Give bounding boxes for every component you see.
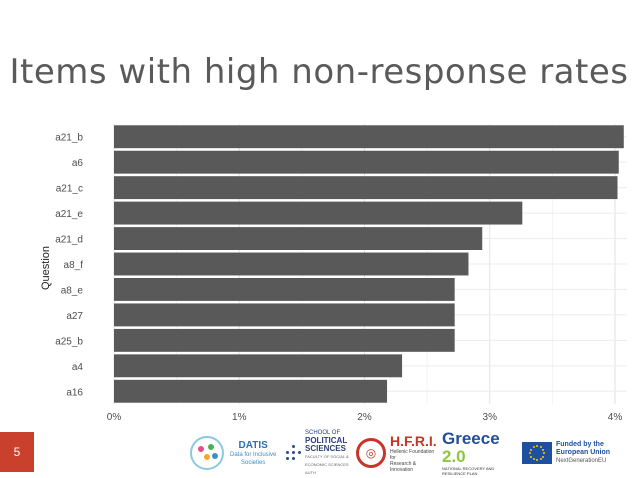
eu-star-icon [543, 452, 545, 454]
x-tick-label: 3% [483, 412, 498, 423]
bar-a4 [114, 354, 403, 378]
eu-star-icon [539, 458, 542, 461]
y-tick-label: a8_e [61, 285, 84, 296]
school-line-4: FACULTY OF SOCIAL & [305, 454, 349, 459]
greece-2-0-logo: Greece 2.0 NATIONAL RECOVERY AND RESILIE… [442, 429, 518, 477]
eu-star-icon [536, 445, 538, 447]
greece-name: Greece [442, 429, 500, 448]
hfri-emblem-icon: ◎ [356, 438, 386, 468]
school-line-1: SCHOOL OF [305, 430, 341, 436]
eu-star-icon [536, 459, 538, 461]
hfri-line-1: Hellenic Foundation for [390, 448, 435, 461]
bar-a25_b [114, 328, 455, 352]
datis-name: DATIS [238, 439, 268, 451]
slide-title: Items with high non-response rates [9, 52, 629, 92]
sponsor-logos: DATIS Data for Inclusive Societies SCHOO… [190, 429, 630, 477]
y-tick-label: a21_b [55, 133, 83, 144]
eu-line-1: Funded by the [556, 441, 604, 448]
bar-a6 [114, 150, 619, 174]
y-tick-label: a16 [66, 387, 83, 398]
eu-line-2: European Union [556, 449, 611, 456]
y-tick-label: a25_b [55, 336, 83, 347]
x-tick-label: 1% [232, 412, 247, 423]
datis-tagline-1: Data for Inclusive [230, 451, 277, 458]
school-line-2: POLITICAL [305, 436, 348, 445]
eu-flag-icon [522, 442, 552, 464]
greece-version: 2.0 [442, 447, 466, 466]
hfri-name: H.F.R.I. [390, 432, 437, 449]
x-tick-label: 2% [357, 412, 372, 423]
eu-star-icon [529, 448, 532, 451]
bar-a21_d [114, 227, 483, 250]
y-tick-label: a27 [66, 311, 83, 322]
eu-star-icon [529, 455, 532, 458]
eu-star-icon [532, 458, 535, 461]
eu-star-icon [532, 445, 535, 448]
school-line-5: ECONOMIC SCIENCES AUTH [305, 462, 349, 475]
bar-a8_f [114, 252, 469, 276]
y-tick-label: a8_f [64, 260, 84, 271]
x-tick-labels: 0% 1% 2% 3% 4% [107, 412, 623, 423]
bar-a8_e [114, 278, 455, 301]
school-logo: SCHOOL OF POLITICAL SCIENCES FACULTY OF … [286, 430, 350, 475]
datis-emblem-icon [190, 436, 224, 470]
eu-star-icon [542, 455, 545, 458]
greece-subtitle: NATIONAL RECOVERY AND RESILIENCE PLAN [442, 466, 495, 476]
bar-a16 [114, 379, 388, 403]
bar-a21_b [114, 125, 624, 149]
eu-star-icon [542, 448, 545, 451]
school-line-3: SCIENCES [305, 444, 346, 453]
bar-a21_c [114, 176, 618, 200]
datis-logo: DATIS Data for Inclusive Societies [190, 432, 285, 474]
y-tick-label: a21_c [56, 184, 83, 195]
bar-a27 [114, 303, 455, 327]
y-tick-label: a6 [72, 158, 84, 169]
y-tick-label: a21_d [55, 235, 83, 246]
eu-funding-logo: Funded by the European Union NextGenerat… [522, 432, 630, 474]
y-tick-labels: a21_b a6 a21_c a21_e a21_d a8_f a8_e a27 a25_b a4… [55, 133, 83, 399]
x-tick-label: 4% [608, 412, 623, 423]
y-tick-label: a21_e [55, 209, 83, 220]
bar-a21_e [114, 201, 523, 225]
y-tick-label: a4 [72, 362, 84, 373]
bar-chart: a21_b a6 a21_c a21_e a21_d a8_f a8_e a27 a25_b a4… [40, 124, 627, 423]
eu-star-icon [529, 452, 531, 454]
hfri-logo: ◎ H.F.R.I. Hellenic Foundation for Resea… [356, 432, 440, 474]
bars [114, 125, 624, 403]
slide-number: 5 [0, 432, 34, 472]
school-dots-icon [286, 445, 302, 461]
y-axis-title: Question [40, 246, 52, 290]
datis-tagline-2: Societies [241, 459, 266, 466]
eu-line-3: NextGenerationEU [556, 458, 607, 464]
eu-star-icon [539, 445, 542, 448]
hfri-line-2: Research & Innovation [390, 460, 417, 473]
x-tick-label: 0% [107, 412, 122, 423]
